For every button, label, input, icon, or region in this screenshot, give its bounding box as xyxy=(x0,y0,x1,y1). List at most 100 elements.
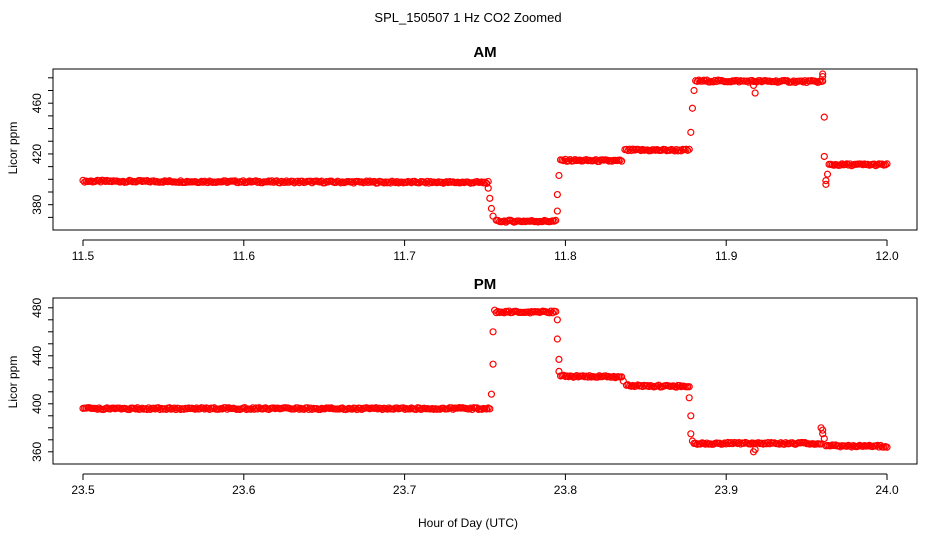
am-transition-point xyxy=(553,207,561,215)
am-transition-point xyxy=(819,72,827,81)
am-transition-point xyxy=(487,204,496,213)
pm-y-tick-label: 440 xyxy=(30,345,44,365)
pm-data-point xyxy=(548,309,557,317)
am-data-point xyxy=(693,77,701,85)
am-panel-title: AM xyxy=(473,44,496,61)
pm-y-tick-label: 400 xyxy=(30,393,44,413)
pm-data-point xyxy=(143,405,151,414)
am-data-point xyxy=(481,178,489,186)
am-data-point xyxy=(560,157,568,165)
am-data-point xyxy=(819,77,827,85)
am-data-point xyxy=(814,78,822,87)
pm-data-point xyxy=(145,404,153,412)
am-transition-point xyxy=(690,86,698,95)
am-transition-point xyxy=(820,152,828,161)
pm-transition-point xyxy=(619,377,627,385)
pm-y-axis: 360 400 440 480 xyxy=(30,297,53,462)
pm-data-point xyxy=(547,307,555,315)
am-data-point xyxy=(321,179,329,187)
pm-data-point xyxy=(593,373,602,381)
pm-data-point xyxy=(316,405,324,414)
am-data-point xyxy=(483,179,491,188)
am-transition-point xyxy=(749,81,758,90)
pm-x-tick-label: 23.8 xyxy=(554,483,578,497)
pm-data-point xyxy=(685,383,693,391)
am-x-tick-label: 11.7 xyxy=(393,249,416,263)
am-x-tick-label: 11.8 xyxy=(554,249,577,263)
pm-x-tick-label: 23.7 xyxy=(393,483,417,497)
am-data-point xyxy=(281,178,289,187)
am-x-tick-label: 12.0 xyxy=(875,249,899,263)
am-y-axis: 380 420 460 xyxy=(30,77,53,218)
pm-data-point xyxy=(449,405,457,413)
am-data-point xyxy=(883,160,891,168)
am-transition-point xyxy=(751,89,759,97)
pm-data-point xyxy=(294,404,302,412)
am-data-point xyxy=(393,178,401,186)
am-data-point xyxy=(294,177,302,185)
pm-data-point xyxy=(883,443,891,451)
pm-transition-point xyxy=(489,360,497,368)
pm-x-tick-label: 24.0 xyxy=(875,483,899,497)
am-data-point xyxy=(149,177,158,185)
pm-transition-point xyxy=(819,426,827,434)
am-y-axis-label: Licor ppm xyxy=(6,122,20,175)
am-data-point xyxy=(268,177,276,185)
am-data-point xyxy=(618,157,626,165)
pm-y-tick-label: 360 xyxy=(30,441,44,461)
pm-panel: PM Licor ppm 23.5 23.6 23.7 23.8 23.9 24.0 36… xyxy=(6,276,918,497)
pm-x-tick-label: 23.9 xyxy=(715,483,739,497)
pm-data-point xyxy=(372,404,380,412)
am-y-tick-label: 380 xyxy=(30,194,44,214)
am-transition-point xyxy=(820,113,828,121)
pm-data-point xyxy=(170,404,178,412)
pm-plot-frame xyxy=(52,297,918,465)
am-transition-point xyxy=(822,180,830,188)
am-transition-point xyxy=(687,128,695,136)
pm-x-axis: 23.5 23.6 23.7 23.8 23.9 24.0 xyxy=(71,473,899,497)
am-transition-point xyxy=(486,194,494,202)
am-data-point xyxy=(159,178,167,186)
pm-transition-point xyxy=(687,430,695,438)
am-data-point xyxy=(684,146,692,154)
pm-data-point xyxy=(399,404,407,412)
am-data-point xyxy=(276,179,284,187)
pm-data-point xyxy=(241,404,249,412)
pm-data-point xyxy=(675,381,684,390)
pm-data-point xyxy=(545,309,553,317)
pm-transition-point xyxy=(751,445,759,453)
am-data-points xyxy=(79,70,891,226)
am-data-point xyxy=(97,178,105,186)
pm-data-points xyxy=(79,306,891,456)
pm-panel-title: PM xyxy=(474,276,497,293)
am-x-tick-label: 11.5 xyxy=(72,249,95,263)
pm-x-tick-label: 23.6 xyxy=(232,483,256,497)
pm-x-tick-label: 23.5 xyxy=(71,483,95,497)
am-y-tick-label: 460 xyxy=(30,93,44,113)
pm-data-point xyxy=(486,405,494,413)
pm-transition-point xyxy=(487,390,496,398)
am-y-tick-label: 420 xyxy=(30,144,44,164)
pm-transition-point xyxy=(555,355,563,363)
am-transition-point xyxy=(555,171,563,180)
pm-transition-point xyxy=(553,335,561,343)
pm-data-point xyxy=(191,405,199,413)
pm-y-tick-label: 480 xyxy=(30,297,44,317)
pm-data-point xyxy=(585,372,594,380)
pm-transition-point xyxy=(555,367,563,375)
am-data-point xyxy=(685,145,693,153)
am-data-point xyxy=(366,177,374,185)
am-panel: AM Licor ppm 11.5 11.6 11.7 11.8 11.9 12.0 38… xyxy=(6,44,918,263)
pm-transition-point xyxy=(491,306,499,314)
pm-data-point xyxy=(526,309,534,317)
am-plot-frame xyxy=(52,68,918,231)
am-x-tick-label: 11.9 xyxy=(715,249,738,263)
am-x-tick-label: 11.6 xyxy=(233,249,256,263)
pm-data-point xyxy=(165,404,174,412)
am-data-point xyxy=(565,157,573,165)
x-axis-label: Hour of Day (UTC) xyxy=(418,516,518,530)
am-x-axis: 11.5 11.6 11.7 11.8 11.9 12.0 xyxy=(72,239,899,263)
pm-transition-point xyxy=(553,316,561,324)
